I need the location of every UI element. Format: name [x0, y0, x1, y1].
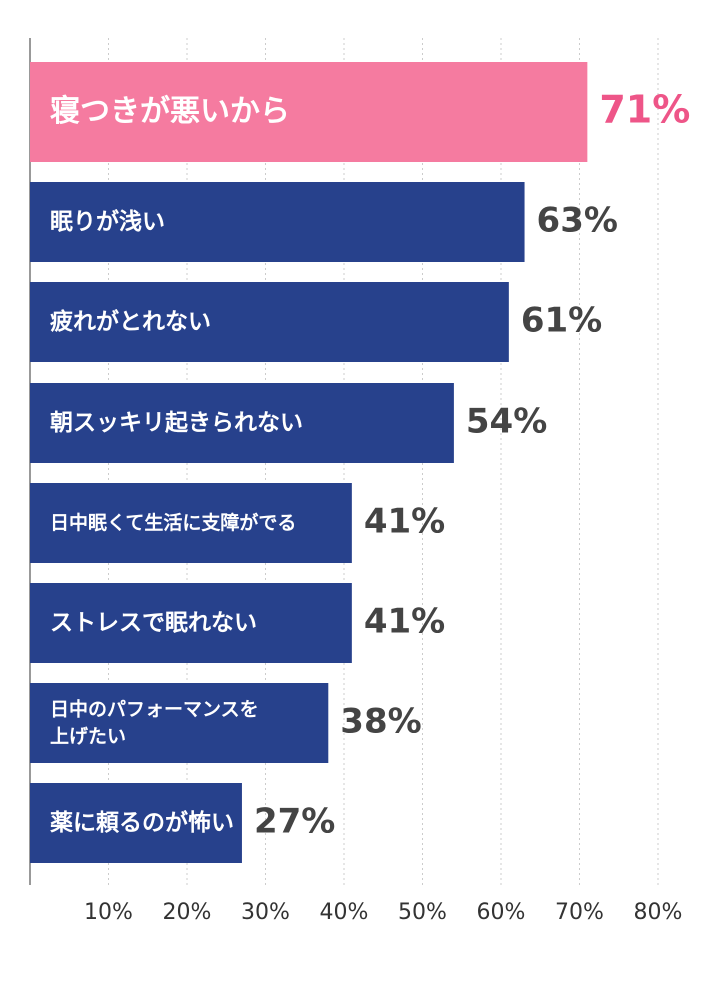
bar-label-1: 寝つきが悪いから	[50, 94, 290, 129]
value-label-2: 63%	[537, 201, 618, 241]
x-tick-label-70: 70%	[555, 900, 604, 925]
bar-7	[30, 683, 329, 763]
bar-label-5: 日中眠くて生活に支障がでる	[50, 511, 296, 534]
value-label-5: 41%	[364, 502, 445, 542]
bar-8	[30, 783, 242, 863]
value-label-4: 54%	[466, 402, 547, 442]
bar-3	[30, 282, 509, 362]
bar-label-6: ストレスで眠れない	[50, 610, 257, 636]
x-tick-label-50: 50%	[398, 900, 447, 925]
bar-2	[30, 182, 525, 262]
bar-6	[30, 583, 352, 663]
x-tick-label-40: 40%	[320, 900, 369, 925]
bar-label-7: 日中のパフォーマンスを上げたい	[50, 697, 259, 747]
x-tick-label-60: 60%	[477, 900, 526, 925]
value-label-8: 27%	[254, 802, 335, 842]
bar-label-4: 朝スッキリ起きられない	[50, 410, 303, 436]
bar-label-2: 眠りが浅い	[50, 208, 165, 235]
x-tick-label-80: 80%	[634, 900, 683, 925]
bar-label-8: 薬に頼るのが怖い	[50, 809, 234, 836]
bar-5	[30, 483, 352, 563]
value-label-1: 71%	[599, 88, 690, 132]
value-label-6: 41%	[364, 602, 445, 642]
x-tick-label-20: 20%	[163, 900, 212, 925]
bar-1	[30, 62, 588, 162]
x-tick-label-10: 10%	[84, 900, 133, 925]
bar-4	[30, 383, 454, 463]
value-label-7: 38%	[340, 702, 421, 742]
x-tick-label-30: 30%	[241, 900, 290, 925]
value-label-3: 61%	[521, 301, 602, 341]
bar-label-3: 疲れがとれない	[50, 308, 211, 335]
